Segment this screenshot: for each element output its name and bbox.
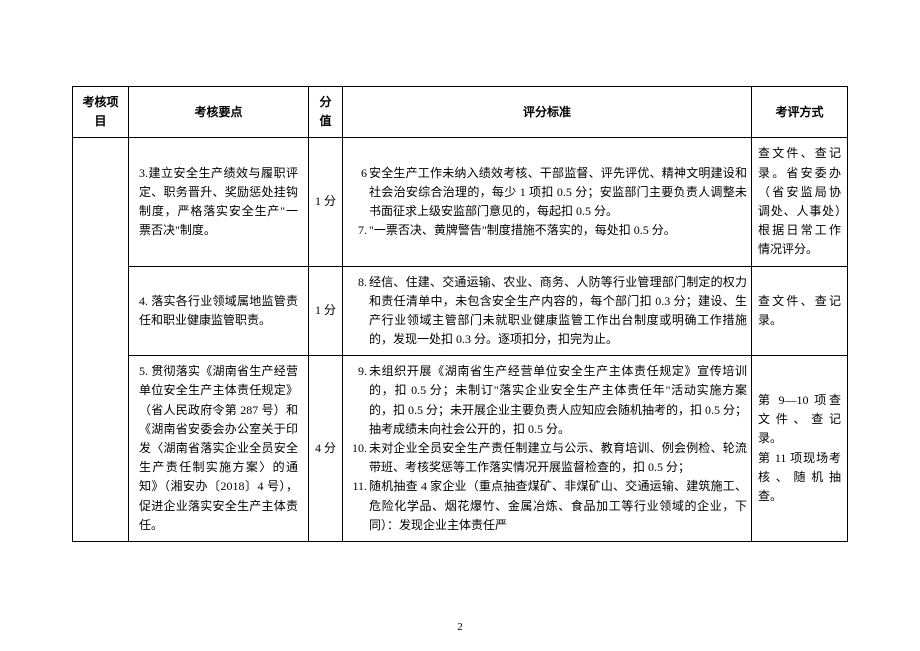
criteria-text: 未对企业全员安全生产责任制建立与公示、教育培训、例会例检、轮流带班、考核奖惩等工… (369, 439, 747, 477)
criteria-number: 8. (347, 273, 369, 292)
criteria-number: 9. (347, 362, 369, 381)
header-keypoint: 考核要点 (129, 87, 309, 138)
criteria-text: 随机抽查 4 家企业（重点抽查煤矿、非煤矿山、交通运输、建筑施工、危险化学品、烟… (369, 477, 747, 535)
criteria-text: "一票否决、黄牌警告"制度措施不落实的，每处扣 0.5 分。 (369, 221, 747, 240)
method-cell: 第 9—10 项查文件、查记录。 第 11 项现场考核、随机抽查。 (752, 356, 848, 542)
criteria-number: 11. (347, 477, 369, 496)
criteria-item: 10. 未对企业全员安全生产责任制建立与公示、教育培训、例会例检、轮流带班、考核… (347, 439, 747, 477)
item-cell (73, 138, 129, 542)
criteria-number: 6 (347, 164, 369, 183)
criteria-item: 6 安全生产工作未纳入绩效考核、干部监督、评先评优、精神文明建设和社会治安综合治… (347, 164, 747, 222)
keypoint-cell: 4. 落实各行业领域属地监管责任和职业健康监管职责。 (129, 266, 309, 356)
header-criteria: 评分标准 (343, 87, 752, 138)
criteria-number: 10. (347, 439, 369, 458)
table-row: 4. 落实各行业领域属地监管责任和职业健康监管职责。 1 分 8. 经信、住建、… (73, 266, 848, 356)
header-item: 考核项目 (73, 87, 129, 138)
method-cell: 查文件、查记录。省安委办（省安监局协调处、人事处）根据日常工作情况评分。 (752, 138, 848, 266)
document-page: 考核项目 考核要点 分值 评分标准 考评方式 3.建立安全生产绩效与履职评定、职… (0, 0, 920, 582)
keypoint-cell: 5. 贯彻落实《湖南省生产经营单位安全生产主体责任规定》（省人民政府令第 287… (129, 356, 309, 542)
assessment-table: 考核项目 考核要点 分值 评分标准 考评方式 3.建立安全生产绩效与履职评定、职… (72, 86, 848, 542)
table-row: 5. 贯彻落实《湖南省生产经营单位安全生产主体责任规定》（省人民政府令第 287… (73, 356, 848, 542)
criteria-item: 11. 随机抽查 4 家企业（重点抽查煤矿、非煤矿山、交通运输、建筑施工、危险化… (347, 477, 747, 535)
criteria-cell: 6 安全生产工作未纳入绩效考核、干部监督、评先评优、精神文明建设和社会治安综合治… (343, 138, 752, 266)
criteria-text: 未组织开展《湖南省生产经营单位安全生产主体责任规定》宣传培训的，扣 0.5 分；… (369, 362, 747, 439)
criteria-item: 8. 经信、住建、交通运输、农业、商务、人防等行业管理部门制定的权力和责任清单中… (347, 273, 747, 350)
page-number: 2 (0, 621, 920, 633)
criteria-cell: 9. 未组织开展《湖南省生产经营单位安全生产主体责任规定》宣传培训的，扣 0.5… (343, 356, 752, 542)
keypoint-cell: 3.建立安全生产绩效与履职评定、职务晋升、奖励惩处挂钩制度，严格落实安全生产"一… (129, 138, 309, 266)
table-header-row: 考核项目 考核要点 分值 评分标准 考评方式 (73, 87, 848, 138)
header-score: 分值 (309, 87, 343, 138)
criteria-number: 7. (347, 221, 369, 240)
score-cell: 4 分 (309, 356, 343, 542)
criteria-text: 经信、住建、交通运输、农业、商务、人防等行业管理部门制定的权力和责任清单中，未包… (369, 273, 747, 350)
criteria-cell: 8. 经信、住建、交通运输、农业、商务、人防等行业管理部门制定的权力和责任清单中… (343, 266, 752, 356)
criteria-text: 安全生产工作未纳入绩效考核、干部监督、评先评优、精神文明建设和社会治安综合治理的… (369, 164, 747, 222)
criteria-item: 7. "一票否决、黄牌警告"制度措施不落实的，每处扣 0.5 分。 (347, 221, 747, 240)
table-row: 3.建立安全生产绩效与履职评定、职务晋升、奖励惩处挂钩制度，严格落实安全生产"一… (73, 138, 848, 266)
score-cell: 1 分 (309, 138, 343, 266)
criteria-item: 9. 未组织开展《湖南省生产经营单位安全生产主体责任规定》宣传培训的，扣 0.5… (347, 362, 747, 439)
method-cell: 查文件、查记录。 (752, 266, 848, 356)
header-method: 考评方式 (752, 87, 848, 138)
score-cell: 1 分 (309, 266, 343, 356)
